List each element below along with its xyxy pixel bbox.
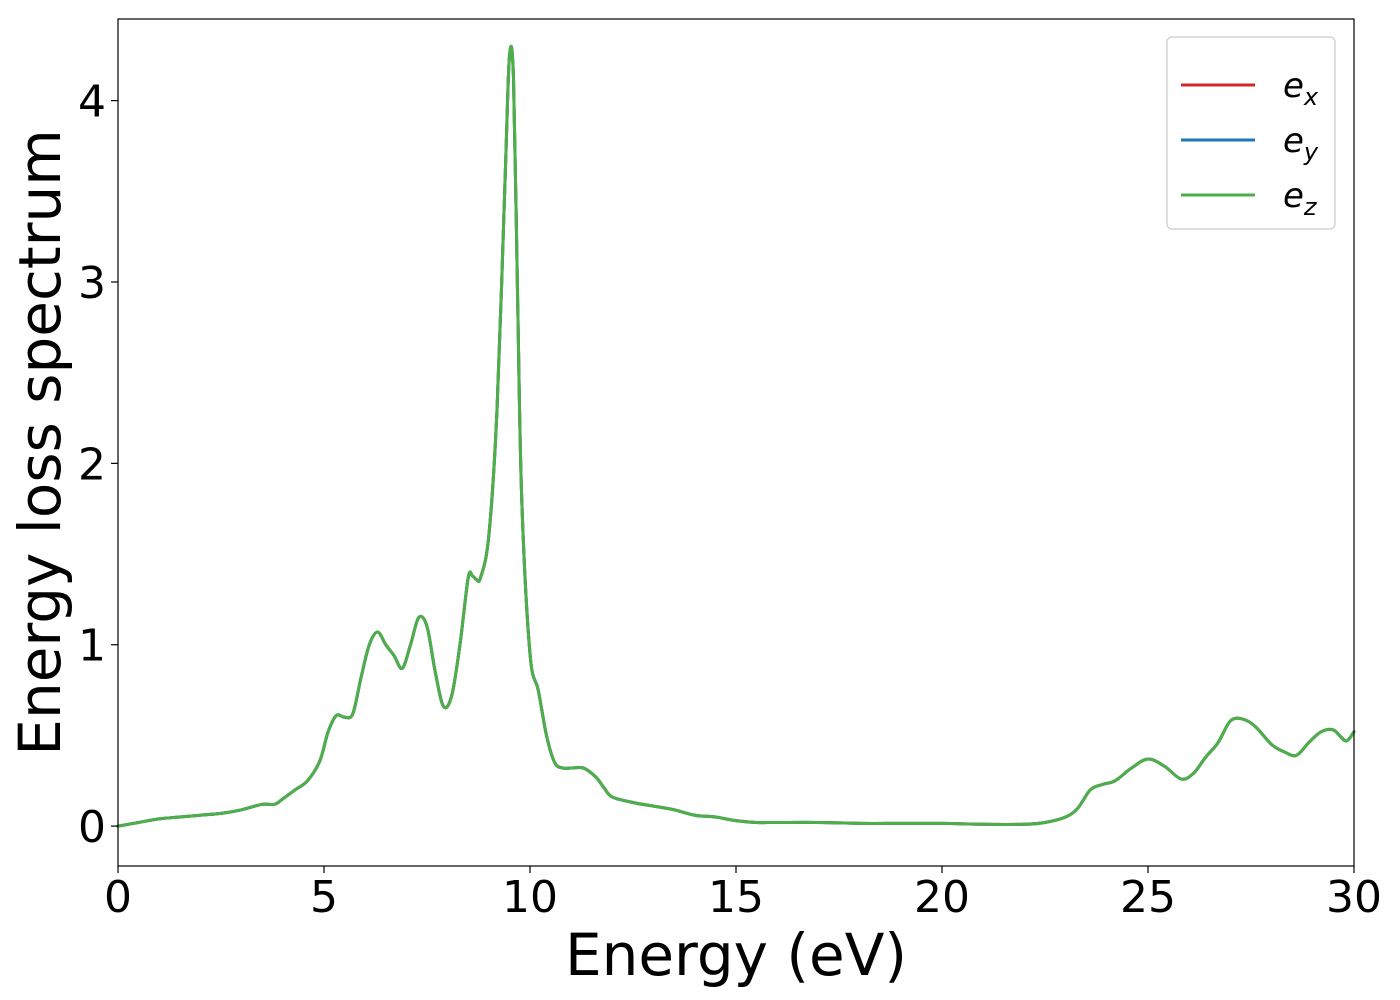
legend-label-y: ey <box>1283 121 1319 166</box>
legend: ex ey ez <box>1166 36 1336 230</box>
y-axis-title: Energy loss spectrum <box>6 129 74 755</box>
x-axis-title: Energy (eV) <box>565 921 907 989</box>
x-tick-label: 15 <box>708 872 764 923</box>
x-axis: 0 5 10 15 20 25 30 <box>104 866 1382 923</box>
series-line-z <box>116 44 1356 828</box>
y-tick-label: 0 <box>78 802 106 853</box>
x-tick-label: 30 <box>1326 872 1382 923</box>
y-tick-label: 2 <box>78 439 106 490</box>
x-tick-label: 20 <box>914 872 970 923</box>
x-tick-label: 5 <box>310 872 338 923</box>
y-tick-label: 3 <box>78 258 106 309</box>
x-tick-label: 25 <box>1120 872 1176 923</box>
y-tick-label: 1 <box>78 621 106 672</box>
x-tick-label: 10 <box>502 872 558 923</box>
legend-label-z: ez <box>1283 176 1318 221</box>
x-tick-label: 0 <box>104 872 132 923</box>
legend-label-x: ex <box>1283 66 1319 111</box>
y-tick-label: 4 <box>78 77 106 128</box>
series-layer <box>116 44 1356 828</box>
y-axis: 0 1 2 3 4 <box>78 77 118 853</box>
